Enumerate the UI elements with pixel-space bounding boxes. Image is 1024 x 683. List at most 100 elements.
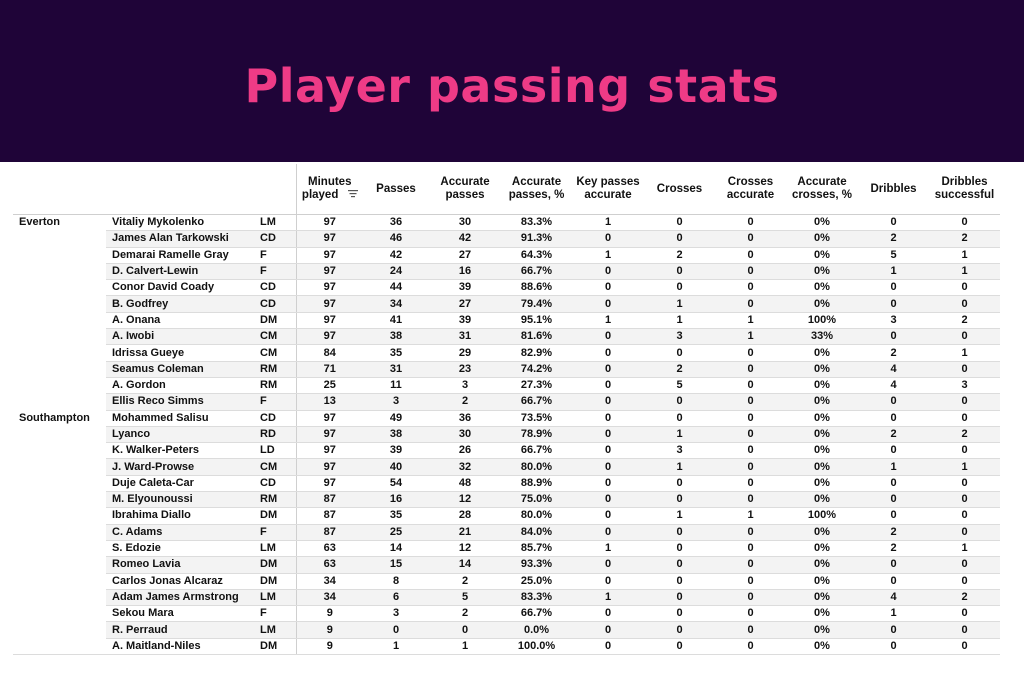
column-header-crosses[interactable]: Crosses [644, 164, 715, 215]
sort-icon[interactable] [347, 190, 358, 199]
team-name [13, 393, 106, 411]
minutes-played: 9 [295, 605, 363, 623]
key-passes-accurate: 0 [572, 344, 644, 362]
player-name: S. Edozie [106, 540, 256, 558]
accurate-passes-pct: 93.3% [501, 556, 572, 574]
column-header-dribbles-successful[interactable]: Dribbles successful [929, 164, 1000, 215]
column-header-minutes-played[interactable]: Minutes played [295, 164, 363, 215]
team-name [13, 279, 106, 296]
player-name: Ellis Reco Simms [106, 393, 256, 411]
accurate-passes-pct: 85.7% [501, 540, 572, 558]
dribbles: 2 [858, 426, 929, 444]
minutes-played: 97 [295, 458, 363, 476]
player-name: K. Walker-Peters [106, 442, 256, 460]
table-row: Duje Caleta-Car CD 97 54 48 88.9% 0 0 0 0% 0 0 [13, 475, 1024, 493]
dribbles-successful: 0 [929, 361, 1000, 378]
crosses: 3 [644, 328, 715, 346]
table-row: Demarai Ramelle Gray F 97 42 27 64.3% 1 2 0 0% 5 1 [13, 247, 1024, 264]
team-name [13, 328, 106, 345]
team-name [13, 507, 106, 525]
dribbles-successful: 2 [929, 426, 1000, 444]
key-passes-accurate: 1 [572, 589, 644, 607]
dribbles: 1 [858, 605, 929, 623]
team-name [13, 475, 106, 492]
accurate-crosses-pct: 0% [786, 377, 858, 395]
dribbles: 0 [858, 556, 929, 574]
accurate-passes-pct: 83.3% [501, 214, 572, 232]
passes: 25 [363, 524, 429, 541]
column-header-key-passes-accurate[interactable]: Key passes accurate [572, 164, 644, 215]
accurate-crosses-pct: 0% [786, 426, 858, 444]
player-position: CD [256, 410, 296, 427]
column-header-dribbles[interactable]: Dribbles [858, 164, 929, 215]
accurate-passes: 29 [429, 344, 501, 362]
minutes-played: 97 [295, 295, 363, 313]
crosses-accurate: 1 [715, 507, 786, 525]
accurate-passes: 3 [429, 377, 501, 395]
player-name: Duje Caleta-Car [106, 475, 256, 493]
player-name: Sekou Mara [106, 605, 256, 623]
player-name: James Alan Tarkowski [106, 230, 256, 248]
dribbles: 0 [858, 507, 929, 525]
column-header-accurate-passes[interactable]: Accurate passes [429, 164, 501, 215]
accurate-passes-pct: 27.3% [501, 377, 572, 395]
accurate-passes-pct: 0.0% [501, 621, 572, 639]
dribbles-successful: 0 [929, 475, 1000, 493]
accurate-crosses-pct: 0% [786, 605, 858, 623]
crosses: 2 [644, 247, 715, 264]
dribbles-successful: 0 [929, 393, 1000, 411]
player-position: CD [256, 279, 296, 297]
accurate-crosses-pct: 0% [786, 344, 858, 362]
accurate-passes: 2 [429, 605, 501, 623]
dribbles: 0 [858, 279, 929, 297]
table-row: Ellis Reco Simms F 13 3 2 66.7% 0 0 0 0% 0 0 [13, 393, 1024, 411]
table-row: Sekou Mara F 9 3 2 66.7% 0 0 0 0% 1 0 [13, 605, 1024, 623]
crosses-accurate: 0 [715, 377, 786, 395]
accurate-passes: 5 [429, 589, 501, 607]
minutes-played: 13 [295, 393, 363, 411]
passes: 8 [363, 573, 429, 590]
passes: 46 [363, 230, 429, 248]
passes: 6 [363, 589, 429, 607]
accurate-passes: 42 [429, 230, 501, 248]
column-header-accurate-crosses-pct[interactable]: Accurate crosses, % [786, 164, 858, 215]
team-name: Everton [13, 214, 106, 231]
crosses-accurate: 0 [715, 475, 786, 493]
dribbles: 0 [858, 295, 929, 313]
dribbles: 0 [858, 410, 929, 427]
team-name [13, 556, 106, 574]
position-column-header [256, 164, 296, 215]
team-name [13, 605, 106, 622]
table-row: M. Elyounoussi RM 87 16 12 75.0% 0 0 0 0% 0 0 [13, 491, 1024, 509]
accurate-crosses-pct: 0% [786, 556, 858, 574]
player-name: C. Adams [106, 524, 256, 541]
team-name [13, 344, 106, 362]
column-header-passes[interactable]: Passes [363, 164, 429, 215]
minutes-played: 87 [295, 491, 363, 509]
table-row: Ibrahima Diallo DM 87 35 28 80.0% 0 1 1 100% 0 0 [13, 507, 1024, 525]
key-passes-accurate: 0 [572, 426, 644, 444]
accurate-passes: 31 [429, 328, 501, 346]
column-header-accurate-passes-pct[interactable]: Accurate passes, % [501, 164, 572, 215]
crosses-accurate: 0 [715, 263, 786, 281]
column-header-crosses-accurate[interactable]: Crosses accurate [715, 164, 786, 215]
crosses: 2 [644, 361, 715, 378]
player-name: Seamus Coleman [106, 361, 256, 378]
passes: 16 [363, 491, 429, 509]
accurate-passes-pct: 66.7% [501, 393, 572, 411]
player-position: F [256, 524, 296, 541]
crosses-accurate: 0 [715, 540, 786, 558]
passes: 49 [363, 410, 429, 427]
crosses: 0 [644, 589, 715, 607]
passes: 35 [363, 344, 429, 362]
table-row: A. Onana DM 97 41 39 95.1% 1 1 1 100% 3 2 [13, 312, 1024, 330]
accurate-crosses-pct: 0% [786, 279, 858, 297]
crosses-accurate: 0 [715, 491, 786, 509]
player-position: CM [256, 458, 296, 476]
minutes-played: 34 [295, 589, 363, 607]
minutes-played: 97 [295, 410, 363, 427]
player-position: LD [256, 442, 296, 460]
dribbles-successful: 2 [929, 230, 1000, 248]
team-name [13, 540, 106, 557]
table-row: Seamus Coleman RM 71 31 23 74.2% 0 2 0 0% 4 0 [13, 361, 1024, 378]
